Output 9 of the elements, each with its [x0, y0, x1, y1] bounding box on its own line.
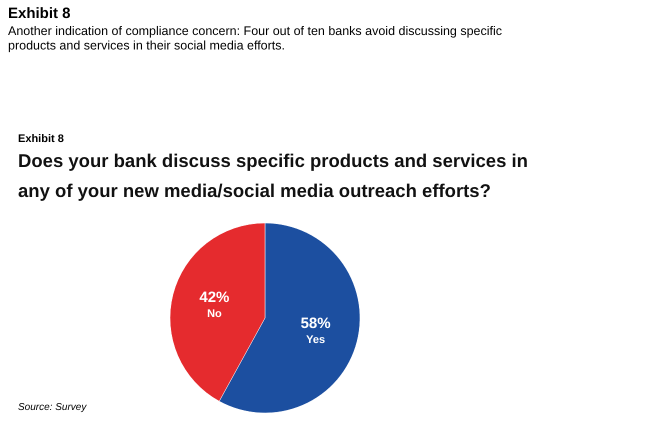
text: Another indication of compliance concern: Four out of ten banks avoid discussing specific products and services in their social media efforts. — [8, 24, 502, 52]
source-note: Source: Survey — [18, 402, 88, 413]
data-label: 42% — [199, 289, 230, 306]
slice-label: Yes — [306, 334, 326, 346]
chart-title: Does your bank discuss specific products and services in any of your new media/social media outreach efforts? — [18, 150, 528, 201]
text: Exhibit 8 — [18, 133, 64, 145]
slice-label: No — [207, 308, 222, 320]
text: Exhibit 8 — [8, 5, 71, 22]
data-label: 58% — [300, 314, 331, 332]
